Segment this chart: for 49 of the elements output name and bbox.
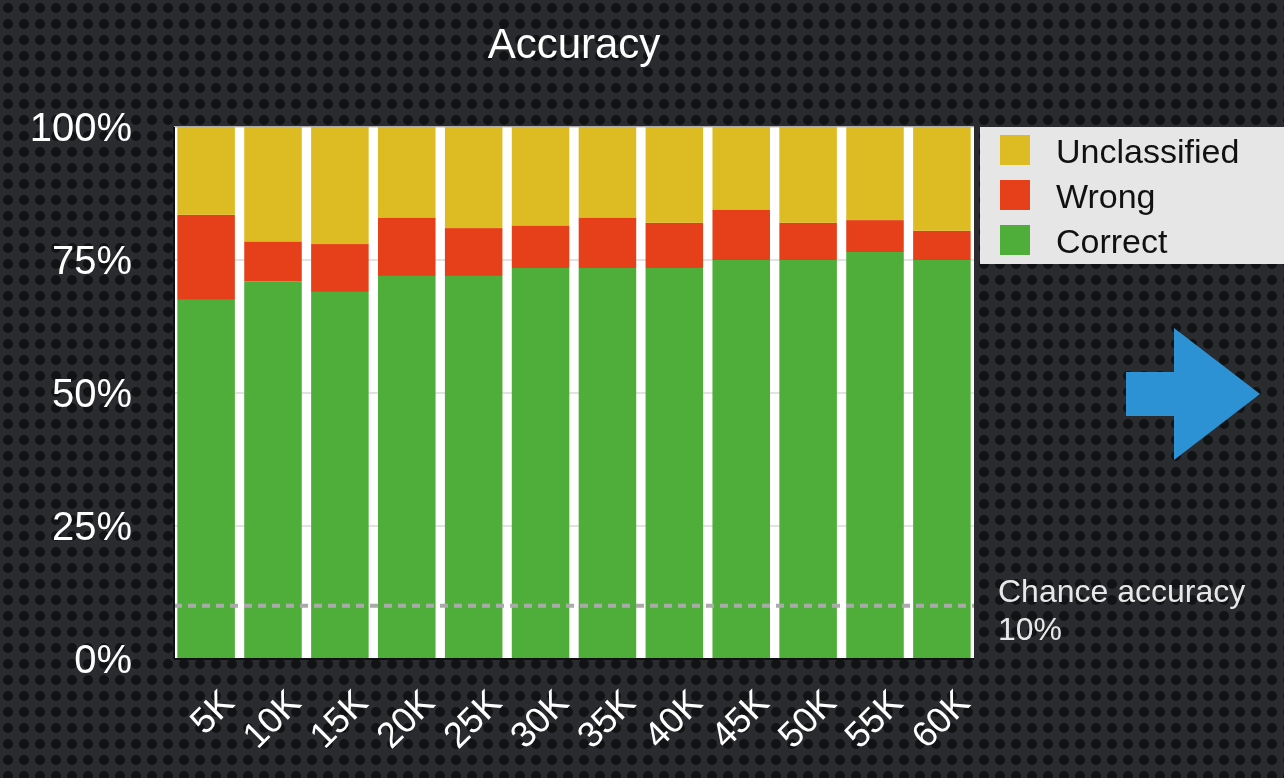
bar (311, 127, 369, 245)
bar (913, 230, 971, 260)
chart-title: Accuracy (487, 20, 661, 67)
bar (712, 260, 770, 659)
x-tick-label: 5K (181, 681, 242, 742)
bar (779, 222, 837, 260)
bar (578, 217, 637, 268)
ref-line-label: Chance accuracy 10% (998, 572, 1246, 648)
bar (578, 127, 637, 218)
y-tick-label: 0% (74, 637, 132, 681)
legend-label: Correct (1056, 221, 1169, 260)
bar (712, 209, 770, 260)
bar (846, 252, 904, 659)
bar (244, 241, 302, 282)
bar (645, 267, 704, 659)
bar (779, 260, 837, 659)
bar (511, 225, 570, 268)
bar (244, 281, 302, 659)
bar (645, 222, 704, 268)
bar (311, 244, 369, 292)
bar (913, 127, 971, 231)
bar (177, 214, 235, 300)
legend-label: Unclassified (1056, 131, 1240, 170)
bar (244, 127, 302, 242)
bar (444, 127, 503, 229)
bar (378, 217, 436, 276)
bar (846, 127, 904, 221)
bar (177, 127, 235, 215)
bar (712, 127, 770, 210)
bar (511, 127, 570, 226)
bar (378, 127, 436, 218)
bar (645, 127, 704, 223)
bar (378, 275, 436, 659)
bar (177, 299, 235, 659)
bar (444, 275, 503, 659)
bar (913, 260, 971, 659)
bar (846, 220, 904, 253)
y-tick-label: 100% (29, 105, 132, 149)
y-tick-label: 25% (51, 504, 132, 548)
bar (578, 267, 637, 659)
bar (311, 291, 369, 659)
bar (444, 228, 503, 276)
x-tick-label: 15K (301, 681, 376, 756)
bar (511, 267, 570, 659)
y-tick-label: 75% (51, 238, 132, 282)
legend-label: Wrong (1056, 176, 1156, 215)
y-tick-label: 50% (51, 371, 132, 415)
bar (779, 127, 837, 223)
x-tick-label: 60K (903, 681, 978, 756)
